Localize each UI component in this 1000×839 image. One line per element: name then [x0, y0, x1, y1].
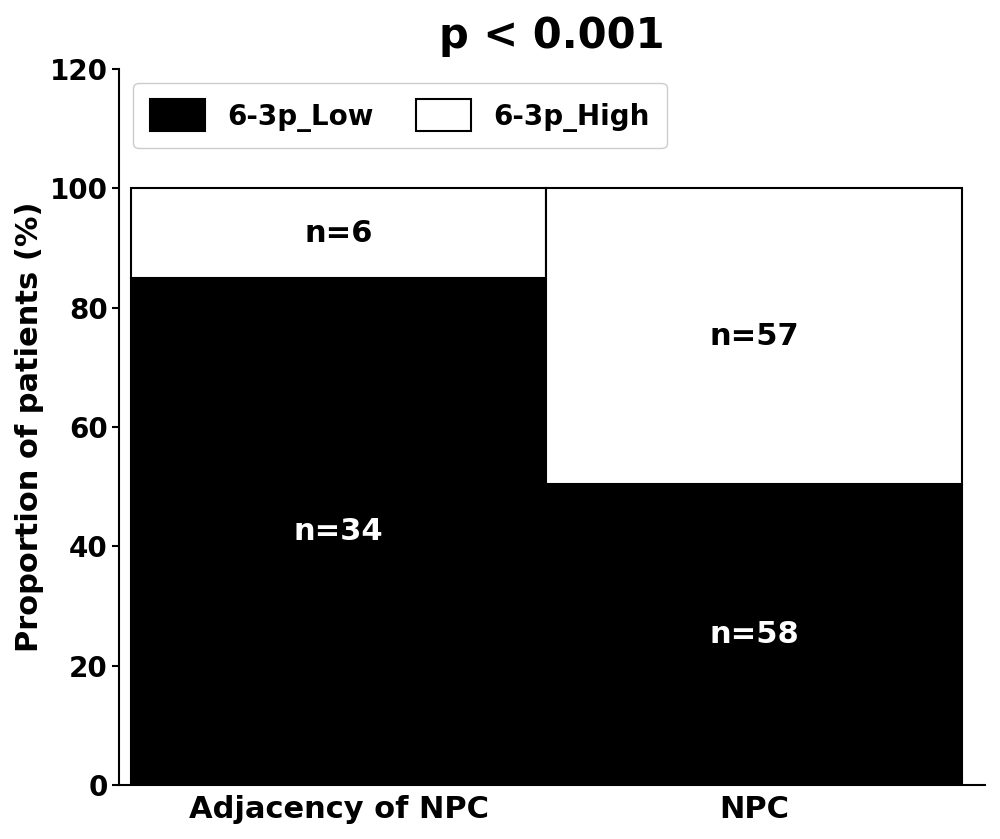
Text: n=57: n=57 [709, 321, 799, 351]
Legend: 6-3p_Low, 6-3p_High: 6-3p_Low, 6-3p_High [133, 83, 667, 149]
Y-axis label: Proportion of patients (%): Proportion of patients (%) [15, 202, 44, 652]
Bar [131, 278, 546, 785]
Bar [131, 188, 546, 278]
Text: n=58: n=58 [709, 620, 799, 649]
Bar [546, 188, 962, 484]
Bar [546, 484, 962, 785]
Text: n=34: n=34 [294, 517, 383, 546]
Title: p < 0.001: p < 0.001 [439, 15, 665, 57]
Text: n=6: n=6 [304, 218, 373, 248]
